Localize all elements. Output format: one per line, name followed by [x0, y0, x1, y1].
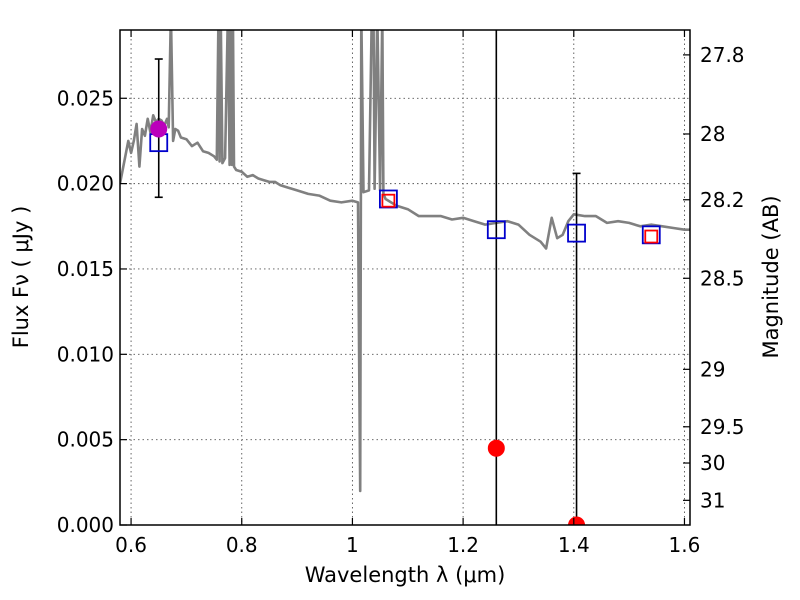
- plot-background: [120, 30, 690, 525]
- y2-tick-label: 31: [700, 488, 725, 512]
- y2-axis-title: Magnitude (AB): [759, 195, 783, 358]
- x-tick-label: 1: [346, 533, 359, 557]
- model-photometry-square: [486, 220, 506, 240]
- x-tick-label: 1.4: [558, 533, 590, 557]
- x-tick-label: 1.2: [447, 533, 479, 557]
- upper-limit-point: [568, 516, 586, 525]
- sed-model-line: [120, 30, 690, 493]
- y-tick-label: 0.010: [57, 342, 114, 366]
- plot-frame: [119, 29, 691, 526]
- observed-photometry-square: [381, 193, 396, 208]
- detection-point: [150, 120, 168, 138]
- upper-limit-point: [487, 439, 505, 457]
- y2-tick-label: 27.8: [700, 43, 745, 67]
- x-tick-label: 0.6: [115, 533, 147, 557]
- y-tick-label: 0.020: [57, 172, 114, 196]
- y2-tick-label: 28.5: [700, 266, 745, 290]
- y2-tick-label: 28.2: [700, 188, 745, 212]
- y2-tick-label: 30: [700, 451, 725, 475]
- y-axis-title: Flux Fν ( μJy ): [9, 206, 33, 349]
- y-tick-label: 0.000: [57, 513, 114, 537]
- y2-tick-label: 28: [700, 122, 725, 146]
- x-tick-label: 0.8: [226, 533, 258, 557]
- y-tick-label: 0.025: [57, 86, 114, 110]
- y-tick-label: 0.005: [57, 428, 114, 452]
- observed-photometry-square: [644, 229, 659, 244]
- model-photometry-square: [567, 223, 586, 243]
- y2-tick-label: 29: [700, 357, 725, 381]
- tick-layer: 0.6 0.8 1 1.2 1.4 1.6 0.000 0.005 0.010 0.015 0.02…: [57, 30, 745, 557]
- data-layer: [120, 30, 690, 525]
- x-axis-title: Wavelength λ (μm): [305, 563, 506, 587]
- y2-tick-label: 29.5: [700, 415, 745, 439]
- y-tick-label: 0.015: [57, 257, 114, 281]
- x-tick-label: 1.6: [669, 533, 701, 557]
